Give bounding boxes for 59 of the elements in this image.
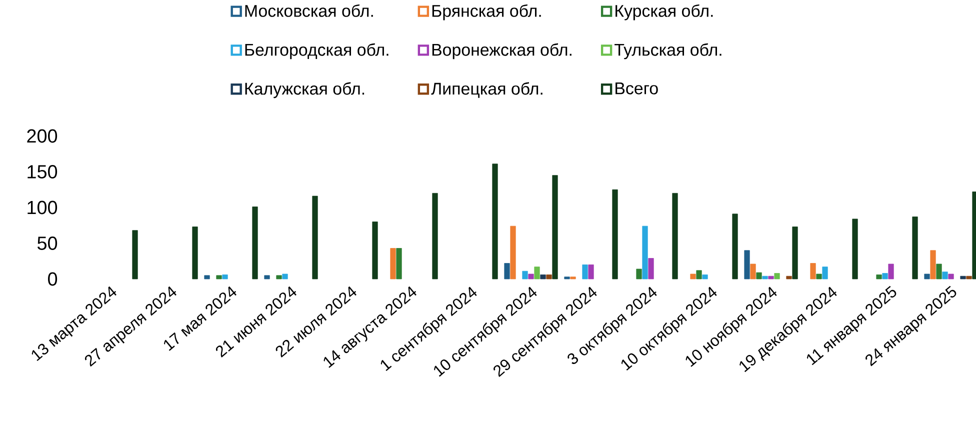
bar [966, 276, 972, 280]
bar [396, 248, 402, 280]
legend-label: Воронежская обл. [432, 43, 572, 60]
y-tick-label: 50 [38, 236, 58, 250]
bar [540, 274, 546, 280]
bar [948, 274, 954, 280]
bar [222, 274, 228, 280]
y-tick-label: 150 [28, 165, 58, 178]
legend-label: Курская обл. [616, 4, 713, 20]
legend-label: Тульская обл. [614, 43, 722, 60]
bar [750, 264, 756, 280]
y-tick-label: 0 [48, 272, 58, 286]
bar [936, 264, 942, 280]
bar [882, 273, 888, 280]
bar [774, 273, 780, 280]
bar [876, 274, 882, 280]
legend-label: Московская обл. [245, 4, 373, 17]
bar [762, 276, 768, 280]
bar [564, 276, 570, 280]
bar [522, 270, 528, 280]
bar [822, 266, 828, 280]
bar [528, 274, 534, 280]
bar [510, 226, 516, 280]
bar [636, 268, 642, 280]
legend-label: Брянская обл. [432, 4, 541, 20]
bar [702, 274, 708, 280]
bar [816, 274, 822, 280]
bar [690, 274, 696, 280]
bar [924, 274, 930, 280]
bar [534, 266, 540, 280]
legend-label: Белгородская обл. [245, 43, 388, 60]
bar [504, 263, 510, 280]
legend-label: Калужская обл. [245, 82, 364, 98]
bar [216, 275, 222, 280]
bar [744, 250, 750, 280]
bar [648, 258, 654, 280]
y-tick-label: 200 [27, 129, 58, 143]
bar [810, 263, 816, 280]
bar [930, 250, 936, 280]
bar [960, 276, 966, 280]
bar [942, 272, 948, 280]
bar [888, 264, 894, 280]
legend-label: Всего [616, 82, 658, 94]
legend-label: Липецкая обл. [431, 82, 542, 98]
bar [282, 274, 288, 280]
bar [786, 276, 792, 280]
bar [546, 274, 552, 280]
bar [582, 264, 588, 280]
bar [768, 276, 774, 280]
bar [390, 248, 396, 280]
bar [696, 270, 702, 280]
bar [276, 275, 282, 280]
bar [570, 276, 576, 280]
bar [642, 226, 648, 280]
bar [756, 272, 762, 280]
bar [264, 275, 270, 280]
bar [204, 275, 210, 280]
y-tick-label: 100 [28, 200, 58, 214]
bar [588, 264, 594, 280]
